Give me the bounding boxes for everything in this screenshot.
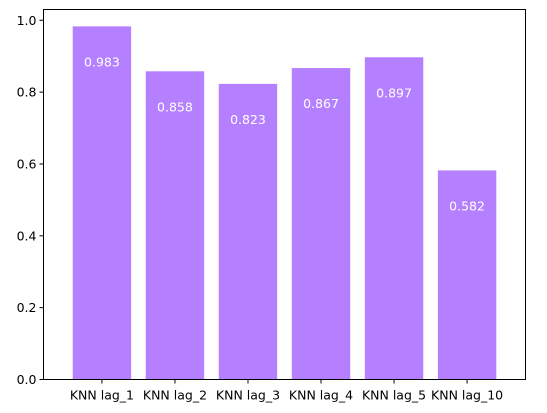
y-tick-label-4: 0.6 <box>17 156 37 171</box>
bar-3 <box>218 83 278 380</box>
bar-5 <box>364 57 424 380</box>
data-label-4: 0.867 <box>303 96 339 111</box>
data-label-6: 0.582 <box>449 198 485 213</box>
data-label-5: 0.897 <box>376 85 412 100</box>
x-tick-label-1: KNN lag_1 <box>70 388 134 403</box>
x-tick-label-6: KNN lag_10 <box>431 388 503 403</box>
x-tick-label-4: KNN lag_4 <box>289 388 353 403</box>
y-tick-label-2: 0.2 <box>17 300 37 315</box>
y-tick-label-5: 0.8 <box>17 85 37 100</box>
data-label-2: 0.858 <box>157 99 193 114</box>
data-labels-layer: 0.983 0.858 0.823 0.867 0.897 0.582 <box>84 54 485 213</box>
y-axis: 0.0 0.2 0.4 0.6 0.8 1.0 <box>17 13 44 387</box>
bar-2 <box>145 71 205 380</box>
data-label-3: 0.823 <box>230 112 266 127</box>
bar-1 <box>72 26 132 380</box>
data-label-1: 0.983 <box>84 54 120 69</box>
plot-frame <box>43 9 526 380</box>
y-tick-label-3: 0.4 <box>17 228 37 243</box>
x-tick-label-2: KNN lag_2 <box>143 388 207 403</box>
x-tick-label-5: KNN lag_5 <box>362 388 426 403</box>
x-tick-label-3: KNN lag_3 <box>216 388 280 403</box>
bars-layer <box>72 26 497 380</box>
y-tick-label-1: 0.0 <box>17 372 37 387</box>
bar-4 <box>291 68 351 380</box>
bar-6 <box>437 170 497 380</box>
x-axis: KNN lag_1 KNN lag_2 KNN lag_3 KNN lag_4 KNN … <box>70 379 503 403</box>
y-tick-label-6: 1.0 <box>17 13 37 28</box>
